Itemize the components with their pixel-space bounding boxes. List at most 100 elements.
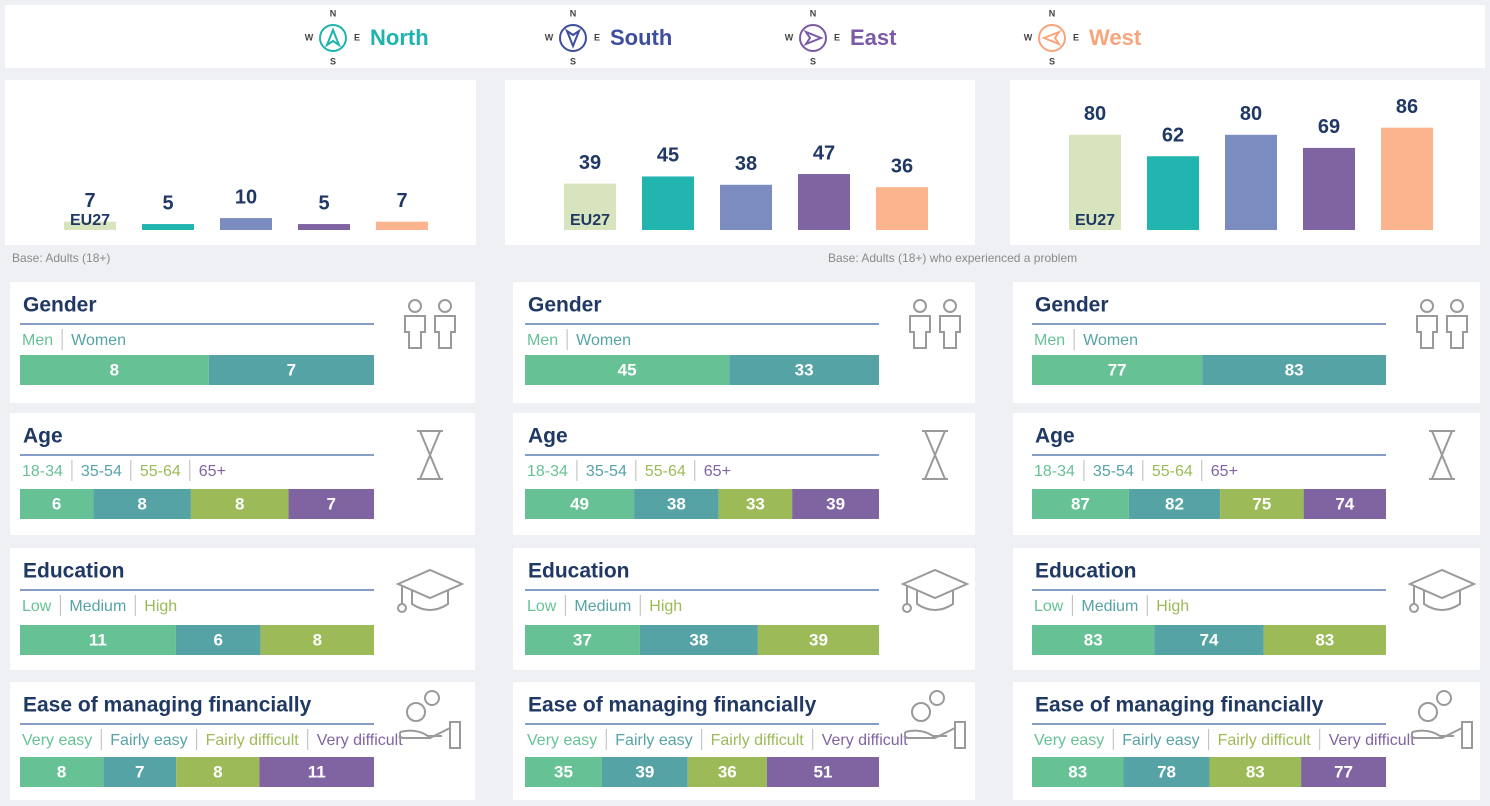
compass-letter: N xyxy=(330,8,337,18)
segment-value: 8 xyxy=(313,630,322,649)
icon xyxy=(902,603,912,613)
segment-label: 35-54 xyxy=(1093,463,1134,480)
segment-value: 83 xyxy=(1084,630,1103,649)
segment-label: 35-54 xyxy=(586,463,627,480)
icon xyxy=(904,721,966,749)
compass xyxy=(319,24,347,52)
icon xyxy=(424,690,440,706)
base-note: Base: Adults (18+) xyxy=(12,251,110,265)
segment xyxy=(1032,625,1155,655)
compass-letter: N xyxy=(1049,8,1056,18)
segment-value: 7 xyxy=(327,494,336,513)
icon xyxy=(900,568,970,611)
bar xyxy=(564,183,616,230)
panel-title: Education xyxy=(1035,560,1137,583)
value-label: 47 xyxy=(813,142,835,164)
compass xyxy=(799,24,827,52)
segment xyxy=(1301,757,1386,787)
segment-value: 75 xyxy=(1252,494,1271,513)
segment xyxy=(190,489,289,519)
panel-title: Ease of managing financially xyxy=(1035,694,1324,717)
legend-label: West xyxy=(1089,25,1142,50)
segment-label: 55-64 xyxy=(645,463,686,480)
segment xyxy=(1032,757,1124,787)
segment xyxy=(176,757,260,787)
icon xyxy=(1450,299,1464,313)
bar xyxy=(298,224,350,230)
segment-value: 11 xyxy=(89,630,107,649)
segment-label: 55-64 xyxy=(1152,463,1193,480)
segment xyxy=(259,757,374,787)
compass-letter: S xyxy=(330,56,336,66)
value-label: 36 xyxy=(891,155,913,177)
icon xyxy=(438,299,452,313)
icon xyxy=(929,690,945,706)
segment-label: 35-54 xyxy=(81,463,122,480)
icon xyxy=(397,603,407,613)
segment xyxy=(729,355,879,385)
icon xyxy=(408,299,422,313)
segment xyxy=(601,757,688,787)
segment-label: Low xyxy=(22,598,52,615)
segment xyxy=(93,489,191,519)
bar xyxy=(876,187,928,230)
segment xyxy=(718,489,793,519)
segment-label: 18-34 xyxy=(1034,463,1075,480)
segment-label: Fairly difficult xyxy=(206,732,300,749)
segment-label: 18-34 xyxy=(527,463,568,480)
value-label: 86 xyxy=(1396,96,1418,118)
segment-label: 65+ xyxy=(199,463,226,480)
segment-value: 39 xyxy=(635,762,654,781)
segment-label: Men xyxy=(22,332,53,349)
segment-value: 83 xyxy=(1285,360,1304,379)
compass-letter: S xyxy=(810,56,816,66)
segment-value: 8 xyxy=(235,494,244,513)
segment xyxy=(525,625,640,655)
segment-label: Very difficult xyxy=(822,732,909,749)
bar xyxy=(720,184,772,230)
value-label: 5 xyxy=(318,192,329,214)
segment-value: 87 xyxy=(1071,494,1090,513)
segment-value: 83 xyxy=(1315,630,1334,649)
segment-label: High xyxy=(649,598,682,615)
segment xyxy=(1209,757,1302,787)
segment-value: 7 xyxy=(287,360,296,379)
segment xyxy=(1202,355,1386,385)
segment-value: 7 xyxy=(135,762,144,781)
segment-label: Men xyxy=(1034,332,1065,349)
segment-label: Very difficult xyxy=(317,732,404,749)
icon xyxy=(399,721,461,749)
icon xyxy=(911,702,931,722)
legend-label: South xyxy=(610,25,672,50)
segment-value: 38 xyxy=(667,494,686,513)
segment xyxy=(634,489,719,519)
segment xyxy=(208,355,374,385)
bar xyxy=(1147,156,1199,230)
segment-label: Women xyxy=(1083,332,1138,349)
panel-title: Age xyxy=(23,425,63,448)
segment xyxy=(525,489,635,519)
bar xyxy=(1225,134,1277,230)
legend-band xyxy=(5,5,1485,68)
compass xyxy=(559,24,587,52)
bar xyxy=(220,218,272,230)
segment-value: 83 xyxy=(1246,762,1265,781)
compass-letter: E xyxy=(594,32,600,42)
segment-label: Medium xyxy=(1081,598,1138,615)
segment xyxy=(757,625,879,655)
segment-value: 74 xyxy=(1200,630,1219,649)
segment-label: Fairly easy xyxy=(615,732,692,749)
compass-needle xyxy=(803,29,824,47)
icon xyxy=(434,315,456,349)
compass-needle xyxy=(564,28,582,49)
segment-label: High xyxy=(144,598,177,615)
segment-value: 8 xyxy=(110,360,119,379)
value-label: 7 xyxy=(84,190,95,212)
compass-letter: W xyxy=(305,32,314,42)
segment xyxy=(288,489,374,519)
value-label: 45 xyxy=(657,145,679,167)
icon xyxy=(1436,690,1452,706)
panel-title: Gender xyxy=(23,294,97,317)
segment-label: 55-64 xyxy=(140,463,181,480)
segment xyxy=(1128,489,1221,519)
